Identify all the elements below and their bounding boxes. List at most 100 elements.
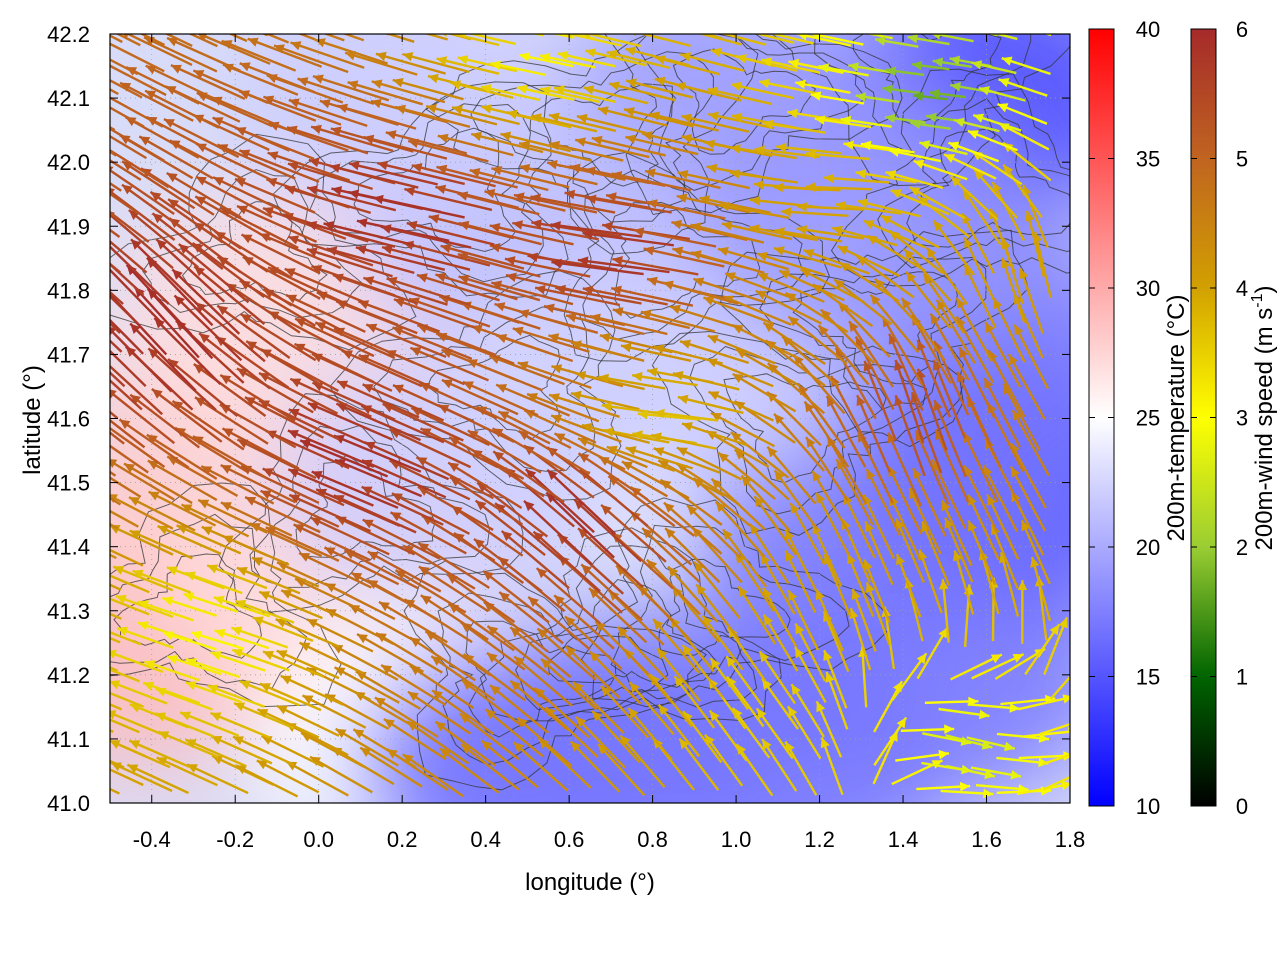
wind-arrow-head bbox=[973, 113, 985, 123]
wind-arrow-shaft bbox=[130, 238, 199, 306]
wind-arrow-head bbox=[806, 437, 816, 448]
wind-arrow-head bbox=[797, 34, 808, 41]
wind-arrow-head bbox=[506, 272, 517, 282]
wind-arrow-shaft bbox=[163, 118, 240, 159]
colorbar-tick-label: 20 bbox=[1136, 535, 1160, 560]
wind-arrow-shaft bbox=[366, 579, 439, 621]
wind-arrow-head bbox=[536, 568, 548, 579]
wind-arrow-shaft bbox=[796, 227, 864, 240]
wind-arrow-head bbox=[651, 432, 662, 442]
wind-arrow-shaft bbox=[577, 452, 649, 501]
wind-arrow-head bbox=[837, 246, 849, 255]
wind-arrow-head bbox=[512, 220, 523, 230]
wind-arrow-shaft bbox=[984, 321, 1022, 388]
wind-arrow-shaft bbox=[1013, 323, 1050, 390]
wind-arrow-head bbox=[436, 332, 448, 342]
wind-arrow-shaft bbox=[922, 273, 965, 334]
wind-arrow-shaft bbox=[402, 241, 491, 267]
wind-arrow-head bbox=[998, 78, 1010, 88]
wind-arrow-head bbox=[762, 119, 774, 130]
wind-arrow-head bbox=[763, 587, 773, 599]
wind-arrow-head bbox=[736, 54, 747, 64]
wind-arrow-shaft bbox=[273, 44, 349, 74]
wind-arrow-shaft bbox=[491, 167, 570, 189]
wind-arrow-head bbox=[442, 34, 448, 37]
wind-arrow-shaft bbox=[555, 286, 642, 305]
wind-arrow-shaft bbox=[112, 565, 174, 592]
wind-arrow-shaft bbox=[986, 494, 1020, 560]
wind-arrow-head bbox=[276, 650, 288, 659]
wind-arrow-shaft bbox=[780, 210, 849, 217]
wind-arrow-shaft bbox=[1025, 210, 1045, 277]
wind-arrow-shaft bbox=[733, 448, 790, 501]
wind-arrow-shaft bbox=[408, 297, 491, 328]
wind-arrow-shaft bbox=[450, 81, 514, 99]
wind-arrow-head bbox=[57, 645, 68, 654]
wind-arrow-head bbox=[122, 184, 133, 195]
wind-arrow-shaft bbox=[176, 524, 242, 555]
wind-arrow-shaft bbox=[588, 650, 642, 705]
wind-arrow-head bbox=[863, 559, 873, 571]
wind-arrow-head bbox=[157, 525, 169, 535]
wind-arrow-shaft bbox=[220, 501, 293, 537]
wind-arrow-head bbox=[835, 200, 846, 211]
wind-arrow-shaft bbox=[256, 708, 320, 739]
wind-arrow-head bbox=[749, 196, 761, 206]
wind-arrow-shaft bbox=[110, 444, 149, 474]
wind-arrow-shaft bbox=[220, 207, 299, 250]
wind-arrow-head bbox=[935, 429, 944, 441]
wind-arrow-shaft bbox=[673, 675, 716, 729]
wind-arrow-head bbox=[311, 471, 323, 480]
wind-arrow-shaft bbox=[194, 396, 269, 445]
wind-arrow-shaft bbox=[862, 493, 895, 560]
wind-arrow-shaft bbox=[548, 113, 617, 133]
x-tick-label: 0.6 bbox=[554, 827, 585, 852]
wind-arrow-shaft bbox=[656, 647, 701, 702]
wind-arrow-shaft bbox=[232, 735, 295, 767]
wind-arrow-head bbox=[984, 378, 994, 389]
wind-arrow-shaft bbox=[789, 502, 826, 566]
wind-arrow-head bbox=[302, 695, 314, 705]
wind-arrow-head bbox=[176, 525, 188, 534]
wind-arrow-head bbox=[530, 193, 541, 203]
wind-arrow-shaft bbox=[486, 625, 551, 676]
wind-arrow-head bbox=[448, 462, 460, 472]
wind-arrow-head bbox=[181, 504, 193, 514]
wind-arrow-shaft bbox=[851, 588, 877, 652]
wind-arrow-shaft bbox=[846, 553, 875, 617]
wind-arrow-head bbox=[773, 182, 784, 193]
wind-arrow-head bbox=[952, 550, 963, 562]
wind-arrow-shaft bbox=[166, 171, 242, 219]
wind-arrow-head bbox=[779, 270, 791, 280]
wind-arrow-shaft bbox=[458, 221, 542, 246]
wind-arrow-head bbox=[997, 103, 1009, 113]
wind-arrow-head bbox=[242, 11, 253, 20]
wind-arrow-shaft bbox=[380, 663, 447, 707]
wind-arrow-shaft bbox=[553, 594, 615, 650]
wind-arrow-head bbox=[565, 616, 576, 627]
wind-arrow-head bbox=[805, 182, 816, 192]
wind-arrow-shaft bbox=[284, 186, 372, 215]
wind-arrow-head bbox=[358, 300, 370, 310]
wind-arrow-head bbox=[519, 140, 530, 151]
wind-arrow-shaft bbox=[430, 655, 496, 702]
wind-arrow-head bbox=[1049, 624, 1060, 636]
wind-arrow-head bbox=[840, 115, 852, 126]
wind-arrow-head bbox=[851, 589, 861, 600]
wind-arrow-head bbox=[774, 227, 785, 237]
wind-arrow-shaft bbox=[598, 455, 669, 498]
wind-arrow-head bbox=[220, 502, 232, 511]
wind-arrow-head bbox=[718, 452, 729, 463]
wind-arrow-head bbox=[110, 389, 117, 399]
wind-arrow-head bbox=[694, 561, 705, 573]
wind-arrow-shaft bbox=[918, 549, 943, 614]
wind-arrow-shaft bbox=[774, 229, 843, 243]
wind-arrow-head bbox=[239, 149, 251, 159]
wind-arrow-head bbox=[882, 84, 893, 95]
wind-arrow-head bbox=[551, 258, 562, 269]
wind-arrow-head bbox=[130, 394, 141, 405]
wind-arrow-head bbox=[628, 708, 639, 719]
y-tick-label: 41.6 bbox=[47, 407, 90, 432]
wind-arrow-head bbox=[402, 754, 414, 764]
